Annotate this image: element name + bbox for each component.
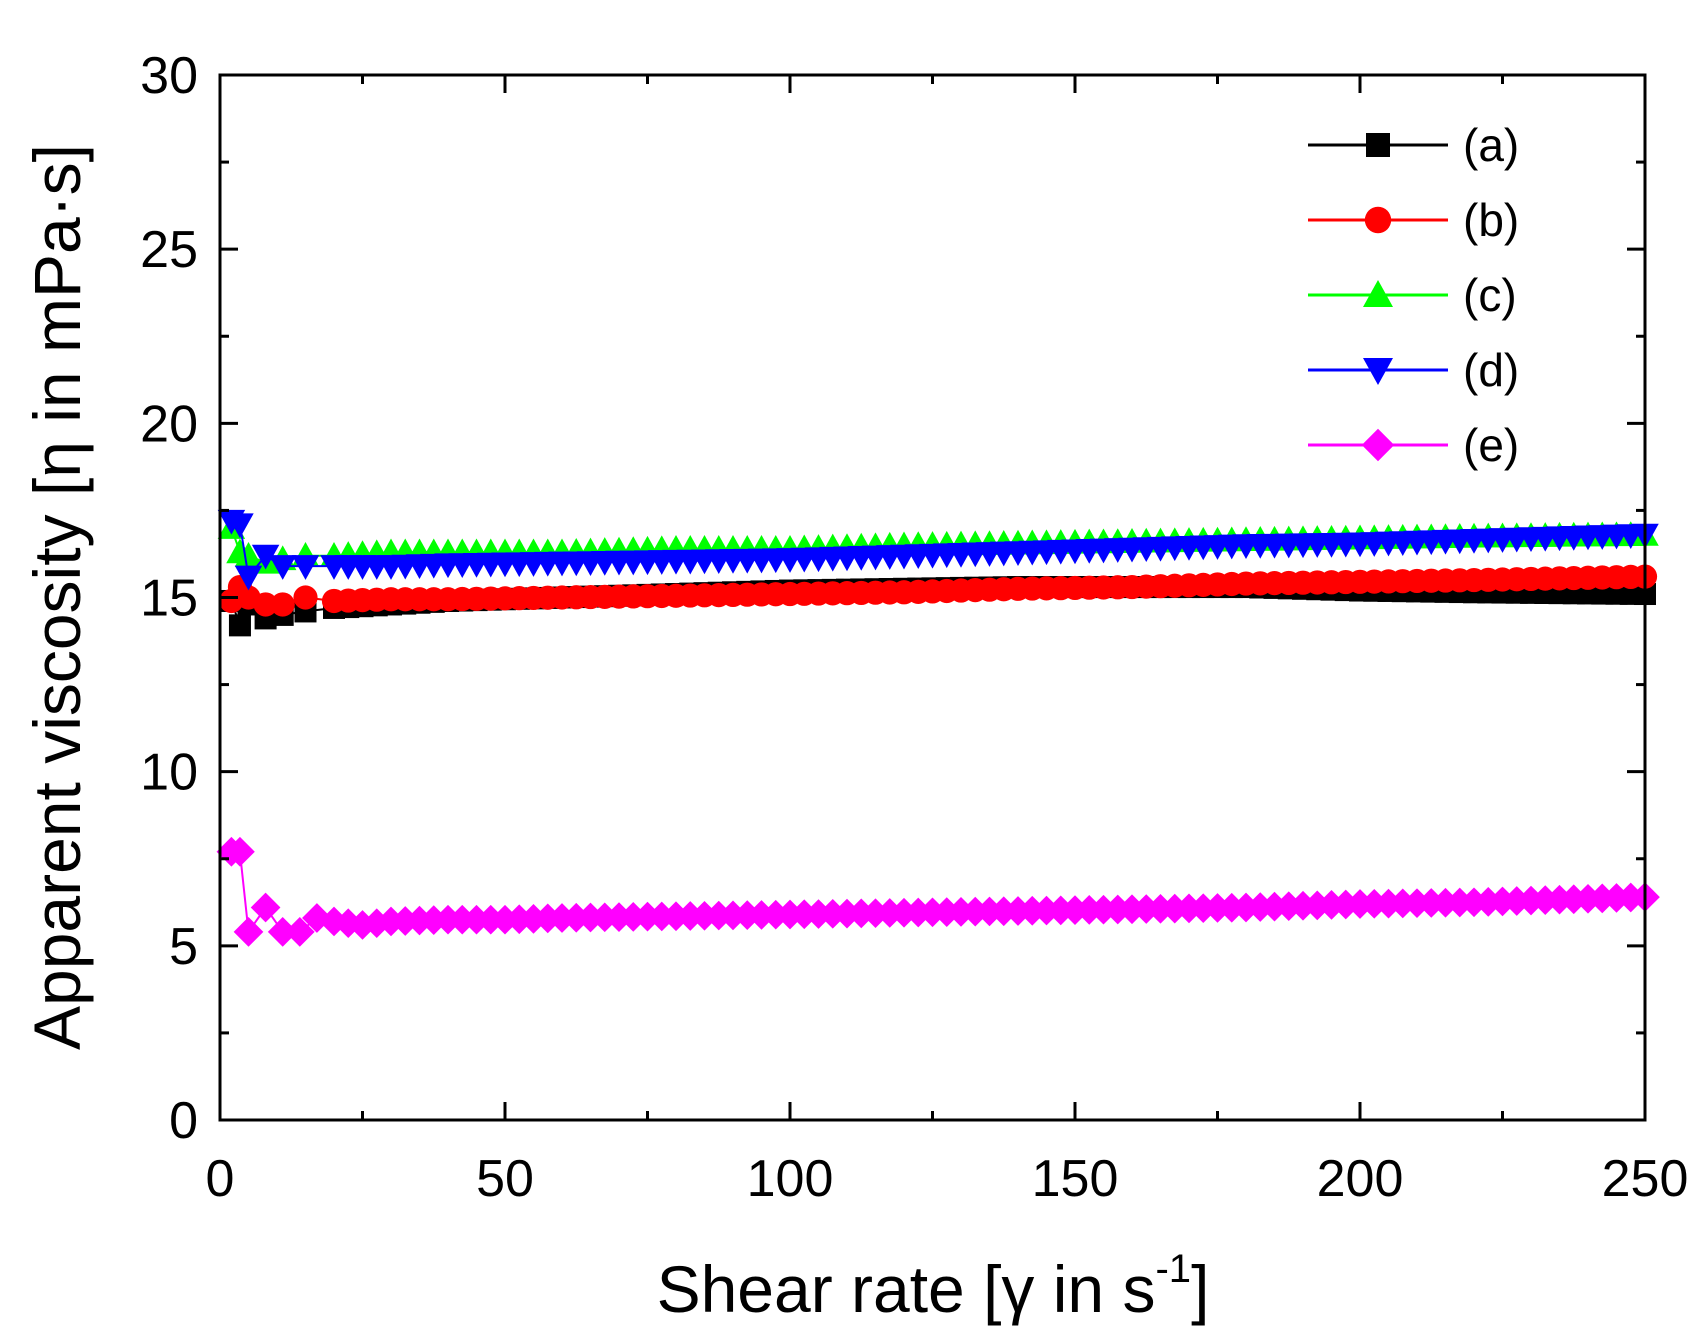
legend-item: (b): [1308, 194, 1519, 246]
x-tick-label: 200: [1317, 1150, 1404, 1208]
legend-item: (c): [1308, 269, 1517, 321]
x-tick-label: 0: [206, 1150, 235, 1208]
y-tick-label: 30: [140, 47, 198, 105]
data-point: [225, 836, 255, 867]
data-point: [267, 917, 298, 947]
x-axis-title: Shear rate [γ in s-1]: [657, 1247, 1210, 1326]
y-tick-label: 20: [140, 395, 198, 453]
data-point: [293, 585, 318, 610]
data-point: [253, 592, 278, 617]
legend-marker: [1364, 206, 1392, 234]
legend-item: (a): [1308, 119, 1519, 171]
data-point: [233, 917, 264, 947]
legend-item: (d): [1308, 344, 1519, 396]
data-point: [250, 892, 281, 923]
legend: (a) (b) (c) (d) (e): [1308, 119, 1519, 471]
legend-item: (e): [1308, 419, 1519, 471]
data-point: [268, 555, 297, 580]
data-point: [228, 614, 251, 637]
y-tick-label: 5: [169, 918, 198, 976]
data-point: [302, 903, 332, 933]
data-point: [347, 910, 378, 940]
y-tick-label: 15: [140, 570, 198, 628]
x-axis-title-close: ]: [1191, 1252, 1209, 1326]
data-point: [270, 592, 295, 617]
legend-label: (c): [1463, 269, 1517, 321]
legend-label: (d): [1463, 344, 1519, 396]
data-point: [291, 555, 320, 580]
x-tick-label: 50: [476, 1150, 534, 1208]
legend-label: (e): [1463, 419, 1519, 471]
series-4: [217, 509, 1659, 591]
data-point: [234, 541, 263, 567]
legend-marker: [1361, 428, 1395, 462]
x-tick-label: 250: [1602, 1150, 1689, 1208]
data-point: [333, 908, 364, 939]
data-point: [226, 513, 254, 539]
x-tick-label: 100: [747, 1150, 834, 1208]
legend-marker: [1363, 280, 1393, 307]
legend-label: (b): [1463, 194, 1519, 246]
series-2: [219, 564, 1658, 617]
y-tick-label: 10: [140, 744, 198, 802]
y-tick-label: 25: [140, 221, 198, 279]
y-axis-title: Apparent viscosity [η in mPa·s]: [20, 144, 94, 1050]
data-point: [284, 917, 315, 947]
y-tick-label: 0: [169, 1092, 198, 1150]
x-axis-title-superscript: -1: [1155, 1247, 1191, 1291]
legend-marker: [1363, 358, 1393, 385]
data-point: [234, 565, 263, 591]
series-5: [216, 836, 1660, 947]
legend-marker: [1366, 133, 1390, 157]
data-point: [251, 544, 280, 570]
legend-label: (a): [1463, 119, 1519, 171]
x-tick-label: 150: [1032, 1150, 1119, 1208]
x-axis-title-main: Shear rate [γ in s: [657, 1252, 1156, 1326]
